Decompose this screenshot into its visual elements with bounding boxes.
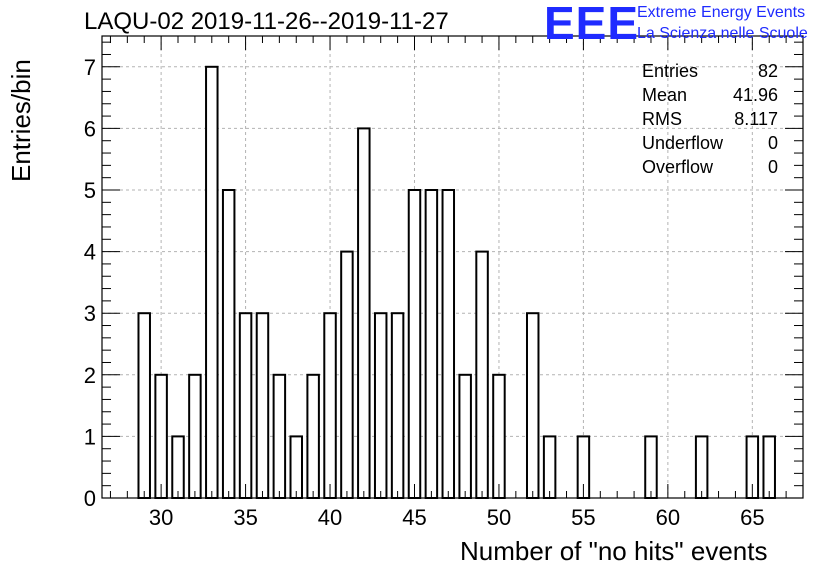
stats-row-overflow: Overflow 0 [642,156,778,180]
stats-row-underflow: Underflow 0 [642,132,778,156]
histogram-bar [407,189,422,499]
histogram-bar [154,373,168,499]
histogram-bar [492,373,506,499]
histogram-bar [340,250,354,499]
histogram-bar [694,435,709,499]
histogram-bar [441,189,456,499]
histogram-bar [272,373,287,499]
histogram-bar [238,312,253,500]
x-tick-label: 45 [402,505,426,530]
y-tick-label: 1 [84,424,96,449]
stats-label: Mean [642,85,688,105]
histogram-bar [188,373,202,499]
histogram-bar [542,435,557,499]
histogram-bar [306,373,320,499]
histogram-bar [424,189,439,499]
eee-logo: EEE [544,0,640,49]
y-tick-label: 7 [84,55,96,80]
y-tick-label: 4 [84,240,96,265]
histogram-bar [458,373,472,499]
stats-row-entries: Entries 82 [642,60,778,84]
x-tick-label: 35 [233,505,257,530]
logo-line-1: Extreme Energy Events [637,4,806,21]
histogram-bar [373,312,388,500]
y-tick-label: 2 [84,363,96,388]
y-tick-label: 0 [84,486,96,511]
y-axis-ticks: 0 1 2 3 4 5 6 7 [84,41,803,511]
histogram-bar [289,435,303,499]
x-tick-label: 60 [656,505,680,530]
histogram-bar [221,189,236,499]
stats-label: Underflow [642,133,724,153]
x-tick-label: 50 [487,505,511,530]
stats-value: 8.117 [734,109,778,129]
stats-row-rms: RMS 8.117 [642,108,778,132]
stats-label: Entries [642,61,699,81]
histogram-bar [323,312,337,500]
histogram-bar [205,65,219,500]
x-axis-ticks: 30 35 40 45 50 55 60 65 [109,36,804,530]
x-tick-label: 55 [571,505,595,530]
stats-value: 0 [767,133,778,153]
histogram-bar [475,250,489,499]
histogram-bar [357,127,371,499]
chart-title: LAQU-02 2019-11-26--2019-11-27 [84,8,449,35]
stats-box: Entries 82 Mean 41.96 RMS 8.117 Underflo… [642,60,778,180]
y-tick-label: 5 [84,178,96,203]
stats-value: 0 [767,157,778,177]
histogram-bar [644,435,658,499]
logo-line-2: La Scienza nelle Scuole [637,25,808,42]
histogram-bar [390,312,405,500]
stats-label: RMS [642,109,682,129]
y-axis-label: Entries/bin [6,59,36,182]
plot-frame [101,35,804,499]
x-tick-label: 30 [149,505,173,530]
y-tick-label: 3 [84,301,96,326]
x-tick-label: 40 [318,505,342,530]
histogram-bar [525,312,540,500]
histogram-bar [137,312,151,500]
stats-value: 82 [757,61,778,81]
histogram-bar [255,312,270,500]
y-tick-label: 6 [84,116,96,141]
histogram-bar [762,435,776,499]
x-tick-label: 65 [740,505,764,530]
stats-label: Overflow [642,157,714,177]
stats-row-mean: Mean 41.96 [642,84,778,108]
stats-value: 41.96 [732,85,778,105]
histogram-bar [171,435,185,499]
x-axis-label: Number of "no hits" events [460,536,768,566]
